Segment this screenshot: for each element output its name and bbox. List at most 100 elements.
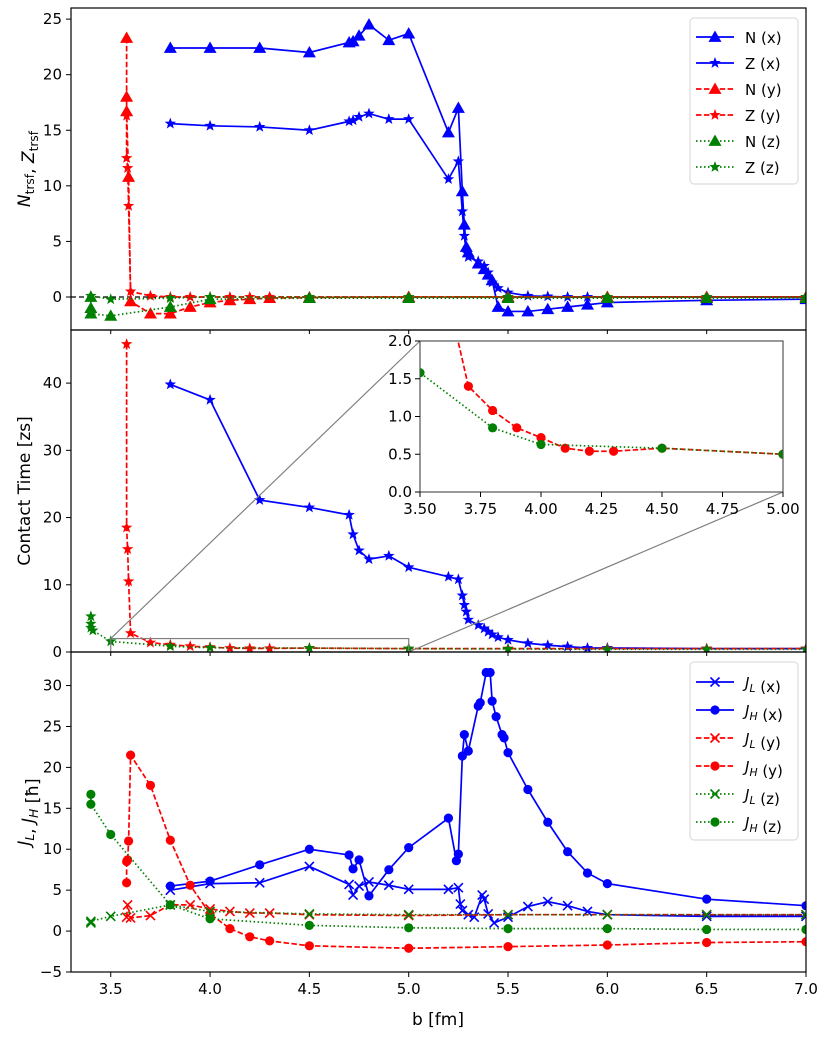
star-marker xyxy=(452,573,465,585)
circle-marker xyxy=(702,894,712,904)
x-marker xyxy=(85,916,96,927)
circle-marker xyxy=(394,246,403,255)
circle-marker xyxy=(702,924,712,935)
triangle-marker xyxy=(491,300,505,312)
x-marker xyxy=(502,909,514,920)
triangle-marker xyxy=(183,300,197,312)
legend-item: JH (y) xyxy=(696,758,783,780)
star-marker xyxy=(542,639,554,651)
inset-x-tick-label: 3.50 xyxy=(403,500,436,518)
circle-marker xyxy=(391,87,400,96)
star-marker xyxy=(85,621,97,633)
circle-marker xyxy=(609,446,619,456)
y-tick-label: 5 xyxy=(52,232,62,250)
axes-frame xyxy=(70,651,807,973)
circle-marker xyxy=(463,381,473,391)
legend-label: JL (x) xyxy=(742,674,781,696)
circle-marker xyxy=(488,423,498,433)
star-marker xyxy=(144,289,157,301)
star-marker xyxy=(124,285,137,297)
star-marker xyxy=(204,393,216,405)
x-marker xyxy=(105,911,116,922)
x-marker xyxy=(353,881,365,892)
circle-marker xyxy=(491,712,501,722)
star-marker xyxy=(403,290,415,302)
circle-marker xyxy=(503,942,513,952)
circle-marker xyxy=(364,891,374,901)
star-marker xyxy=(460,246,473,258)
y-tick-label: 0 xyxy=(52,643,62,661)
circle-marker xyxy=(582,868,593,878)
series-line xyxy=(125,752,806,950)
triangle-marker xyxy=(521,304,535,317)
star-marker xyxy=(700,290,713,302)
circle-marker xyxy=(165,900,175,910)
circle-marker xyxy=(304,844,314,854)
inset-axes: 3.50 3.75 4.00 4.25 4.50 4.75 5.00 0.0 0.5 1.0 1.5… xyxy=(388,87,800,518)
triangle-marker xyxy=(203,41,217,53)
star-marker xyxy=(458,598,471,610)
triangle-marker xyxy=(451,101,465,113)
circle-marker xyxy=(459,730,469,740)
circle-marker xyxy=(165,881,175,891)
star-marker xyxy=(403,113,415,124)
star-marker xyxy=(254,120,266,132)
x-marker xyxy=(204,906,216,917)
x-marker xyxy=(479,894,490,905)
circle-marker xyxy=(205,876,215,886)
circle-marker xyxy=(560,443,570,453)
triangle-marker xyxy=(441,125,455,138)
circle-marker xyxy=(354,855,364,865)
triangle-marker xyxy=(708,134,722,146)
triangle-marker xyxy=(143,307,157,319)
star-marker xyxy=(120,338,133,349)
star-marker xyxy=(254,494,266,505)
x-marker xyxy=(304,908,315,919)
x-tick-label: 4.0 xyxy=(198,980,222,998)
star-marker xyxy=(502,633,514,645)
triangle-marker xyxy=(457,218,471,230)
star-marker xyxy=(462,250,474,262)
star-marker xyxy=(353,110,365,122)
circle-marker xyxy=(536,433,546,443)
star-marker xyxy=(472,255,484,267)
triangle-marker xyxy=(124,294,138,307)
x-marker xyxy=(443,884,454,895)
star-marker xyxy=(709,109,721,120)
circle-marker xyxy=(710,761,720,771)
series-z-z- xyxy=(85,289,806,305)
x-marker xyxy=(403,909,414,920)
star-marker xyxy=(263,290,276,302)
star-marker xyxy=(303,642,316,652)
series-contact-time-z- xyxy=(391,87,783,459)
star-marker xyxy=(800,643,806,652)
x-marker xyxy=(85,917,96,928)
y-tick-label: 15 xyxy=(43,121,62,139)
y-axis-label: Ntrsf, Ztrsf xyxy=(15,130,41,207)
inset-x-tick-label: 4.25 xyxy=(585,500,618,518)
x-marker xyxy=(455,899,466,910)
star-marker xyxy=(303,124,316,136)
inset-x-tick-label: 4.00 xyxy=(524,500,557,518)
triangle-marker xyxy=(120,90,134,102)
x-marker xyxy=(145,910,156,921)
legend-label: JH (z) xyxy=(742,814,782,836)
circle-marker xyxy=(487,696,497,706)
series-n-z- xyxy=(84,290,806,321)
y-tick-label: 20 xyxy=(43,758,62,776)
circle-marker xyxy=(225,924,235,934)
y-tick-label: 40 xyxy=(43,374,62,392)
star-marker xyxy=(224,290,236,302)
star-marker xyxy=(456,205,469,217)
inset-y-tick-label: 1.5 xyxy=(388,370,412,388)
star-marker xyxy=(561,640,574,652)
series-contact-time-z- xyxy=(85,610,806,652)
y-tick-label: 10 xyxy=(43,576,62,594)
circle-marker xyxy=(523,784,533,795)
legend-label: JL (z) xyxy=(742,786,780,808)
star-marker xyxy=(303,290,316,302)
circle-marker xyxy=(255,860,265,870)
star-marker xyxy=(522,289,534,301)
inset-y-tick-label: 1.0 xyxy=(388,408,412,426)
triangle-marker xyxy=(541,302,555,315)
